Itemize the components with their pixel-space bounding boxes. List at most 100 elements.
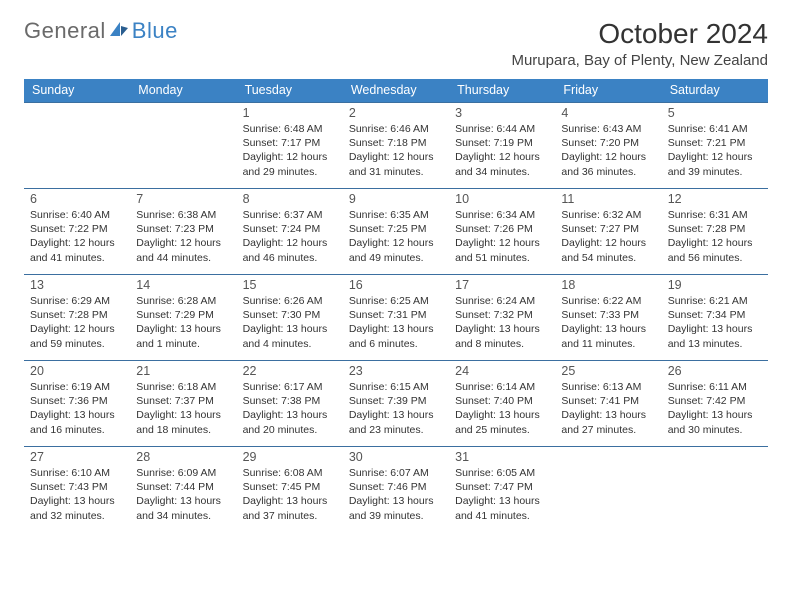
calendar-cell: 7Sunrise: 6:38 AMSunset: 7:23 PMDaylight… [130, 189, 236, 275]
calendar-cell: 12Sunrise: 6:31 AMSunset: 7:28 PMDayligh… [662, 189, 768, 275]
day-header: Tuesday [237, 79, 343, 103]
calendar-cell: 31Sunrise: 6:05 AMSunset: 7:47 PMDayligh… [449, 447, 555, 533]
day-info: Sunrise: 6:40 AMSunset: 7:22 PMDaylight:… [30, 208, 124, 265]
calendar-cell: 29 Sunrise: 6:08 AMSunset: 7:45 PMDayligh… [237, 447, 343, 533]
calendar-cell: 28 Sunrise: 6:09 AMSunset: 7:44 PMDayligh… [130, 447, 236, 533]
day-number: 21 [136, 364, 230, 378]
calendar-cell: 23 Sunrise: 6:15 AMSunset: 7:39 PMDayligh… [343, 361, 449, 447]
calendar-cell: 11 Sunrise: 6:32 AMSunset: 7:27 PMDayligh… [555, 189, 661, 275]
day-number: 5 [668, 106, 762, 120]
brand-part2: Blue [132, 18, 178, 44]
calendar-cell: 20 Sunrise: 6:19 AMSunset: 7:36 PMDayligh… [24, 361, 130, 447]
day-info: Sunrise: 6:09 AMSunset: 7:44 PMDaylight:… [136, 466, 230, 523]
day-header: Friday [555, 79, 661, 103]
day-number: 9 [349, 192, 443, 206]
day-number: 11 [561, 192, 655, 206]
calendar-cell: 18 Sunrise: 6:22 AMSunset: 7:33 PMDayligh… [555, 275, 661, 361]
day-info: Sunrise: 6:21 AMSunset: 7:34 PMDaylight:… [668, 294, 762, 351]
day-info: Sunrise: 6:44 AMSunset: 7:19 PMDaylight:… [455, 122, 549, 179]
day-info: Sunrise: 6:14 AMSunset: 7:40 PMDaylight:… [455, 380, 549, 437]
day-number: 14 [136, 278, 230, 292]
calendar-header: SundayMondayTuesdayWednesdayThursdayFrid… [24, 79, 768, 103]
day-info: Sunrise: 6:08 AMSunset: 7:45 PMDaylight:… [243, 466, 337, 523]
day-number: 15 [243, 278, 337, 292]
day-info: Sunrise: 6:17 AMSunset: 7:38 PMDaylight:… [243, 380, 337, 437]
day-number: 30 [349, 450, 443, 464]
day-number: 6 [30, 192, 124, 206]
page-title: October 2024 [598, 18, 768, 50]
day-number: 16 [349, 278, 443, 292]
calendar-cell: 9 Sunrise: 6:35 AMSunset: 7:25 PMDaylight… [343, 189, 449, 275]
calendar-cell: 2 Sunrise: 6:46 AMSunset: 7:18 PMDaylight… [343, 103, 449, 189]
calendar-cell-empty [130, 103, 236, 189]
day-info: Sunrise: 6:10 AMSunset: 7:43 PMDaylight:… [30, 466, 124, 523]
calendar-cell-empty [662, 447, 768, 533]
calendar-cell: 24 Sunrise: 6:14 AMSunset: 7:40 PMDayligh… [449, 361, 555, 447]
day-number: 31 [455, 450, 549, 464]
calendar-cell: 19 Sunrise: 6:21 AMSunset: 7:34 PMDayligh… [662, 275, 768, 361]
day-info: Sunrise: 6:07 AMSunset: 7:46 PMDaylight:… [349, 466, 443, 523]
day-info: Sunrise: 6:11 AMSunset: 7:42 PMDaylight:… [668, 380, 762, 437]
brand-part1: General [24, 18, 106, 44]
day-number: 26 [668, 364, 762, 378]
day-info: Sunrise: 6:38 AMSunset: 7:23 PMDaylight:… [136, 208, 230, 265]
calendar-cell: 1 Sunrise: 6:48 AMSunset: 7:17 PMDaylight… [237, 103, 343, 189]
day-number: 22 [243, 364, 337, 378]
calendar-cell: 21 Sunrise: 6:18 AMSunset: 7:37 PMDayligh… [130, 361, 236, 447]
day-number: 8 [243, 192, 337, 206]
calendar-week: 1 Sunrise: 6:48 AMSunset: 7:17 PMDaylight… [24, 103, 768, 189]
day-info: Sunrise: 6:25 AMSunset: 7:31 PMDaylight:… [349, 294, 443, 351]
day-number: 10 [455, 192, 549, 206]
calendar-cell-empty [24, 103, 130, 189]
calendar-body: 1 Sunrise: 6:48 AMSunset: 7:17 PMDaylight… [24, 103, 768, 533]
day-number: 13 [30, 278, 124, 292]
day-info: Sunrise: 6:46 AMSunset: 7:18 PMDaylight:… [349, 122, 443, 179]
calendar-cell: 25Sunrise: 6:13 AMSunset: 7:41 PMDayligh… [555, 361, 661, 447]
day-number: 29 [243, 450, 337, 464]
day-number: 23 [349, 364, 443, 378]
day-info: Sunrise: 6:43 AMSunset: 7:20 PMDaylight:… [561, 122, 655, 179]
day-info: Sunrise: 6:22 AMSunset: 7:33 PMDaylight:… [561, 294, 655, 351]
day-number: 1 [243, 106, 337, 120]
calendar-cell: 17Sunrise: 6:24 AMSunset: 7:32 PMDayligh… [449, 275, 555, 361]
day-number: 3 [455, 106, 549, 120]
calendar-cell: 30 Sunrise: 6:07 AMSunset: 7:46 PMDayligh… [343, 447, 449, 533]
day-number: 19 [668, 278, 762, 292]
calendar-cell: 16 Sunrise: 6:25 AMSunset: 7:31 PMDayligh… [343, 275, 449, 361]
header-row: General Blue October 2024 [24, 18, 768, 50]
day-info: Sunrise: 6:37 AMSunset: 7:24 PMDaylight:… [243, 208, 337, 265]
calendar-cell: 5 Sunrise: 6:41 AMSunset: 7:21 PMDaylight… [662, 103, 768, 189]
day-number: 2 [349, 106, 443, 120]
day-info: Sunrise: 6:15 AMSunset: 7:39 PMDaylight:… [349, 380, 443, 437]
day-info: Sunrise: 6:35 AMSunset: 7:25 PMDaylight:… [349, 208, 443, 265]
location-subtitle: Murupara, Bay of Plenty, New Zealand [24, 52, 768, 69]
calendar-cell: 26 Sunrise: 6:11 AMSunset: 7:42 PMDayligh… [662, 361, 768, 447]
day-header: Sunday [24, 79, 130, 103]
day-header: Thursday [449, 79, 555, 103]
day-info: Sunrise: 6:19 AMSunset: 7:36 PMDaylight:… [30, 380, 124, 437]
calendar-page: General Blue October 2024 Murupara, Bay … [0, 0, 792, 533]
calendar-table: SundayMondayTuesdayWednesdayThursdayFrid… [24, 79, 768, 533]
day-info: Sunrise: 6:29 AMSunset: 7:28 PMDaylight:… [30, 294, 124, 351]
calendar-cell: 15Sunrise: 6:26 AMSunset: 7:30 PMDayligh… [237, 275, 343, 361]
calendar-cell: 22 Sunrise: 6:17 AMSunset: 7:38 PMDayligh… [237, 361, 343, 447]
day-number: 25 [561, 364, 655, 378]
day-number: 20 [30, 364, 124, 378]
calendar-cell: 3 Sunrise: 6:44 AMSunset: 7:19 PMDaylight… [449, 103, 555, 189]
day-info: Sunrise: 6:48 AMSunset: 7:17 PMDaylight:… [243, 122, 337, 179]
day-info: Sunrise: 6:24 AMSunset: 7:32 PMDaylight:… [455, 294, 549, 351]
day-number: 28 [136, 450, 230, 464]
day-number: 18 [561, 278, 655, 292]
calendar-week: 6 Sunrise: 6:40 AMSunset: 7:22 PMDaylight… [24, 189, 768, 275]
calendar-cell: 6 Sunrise: 6:40 AMSunset: 7:22 PMDaylight… [24, 189, 130, 275]
calendar-week: 20 Sunrise: 6:19 AMSunset: 7:36 PMDayligh… [24, 361, 768, 447]
brand-logo: General Blue [24, 18, 178, 44]
day-info: Sunrise: 6:18 AMSunset: 7:37 PMDaylight:… [136, 380, 230, 437]
day-number: 24 [455, 364, 549, 378]
calendar-cell: 13 Sunrise: 6:29 AMSunset: 7:28 PMDayligh… [24, 275, 130, 361]
day-info: Sunrise: 6:41 AMSunset: 7:21 PMDaylight:… [668, 122, 762, 179]
calendar-cell-empty [555, 447, 661, 533]
calendar-cell: 10Sunrise: 6:34 AMSunset: 7:26 PMDayligh… [449, 189, 555, 275]
day-info: Sunrise: 6:32 AMSunset: 7:27 PMDaylight:… [561, 208, 655, 265]
day-info: Sunrise: 6:31 AMSunset: 7:28 PMDaylight:… [668, 208, 762, 265]
